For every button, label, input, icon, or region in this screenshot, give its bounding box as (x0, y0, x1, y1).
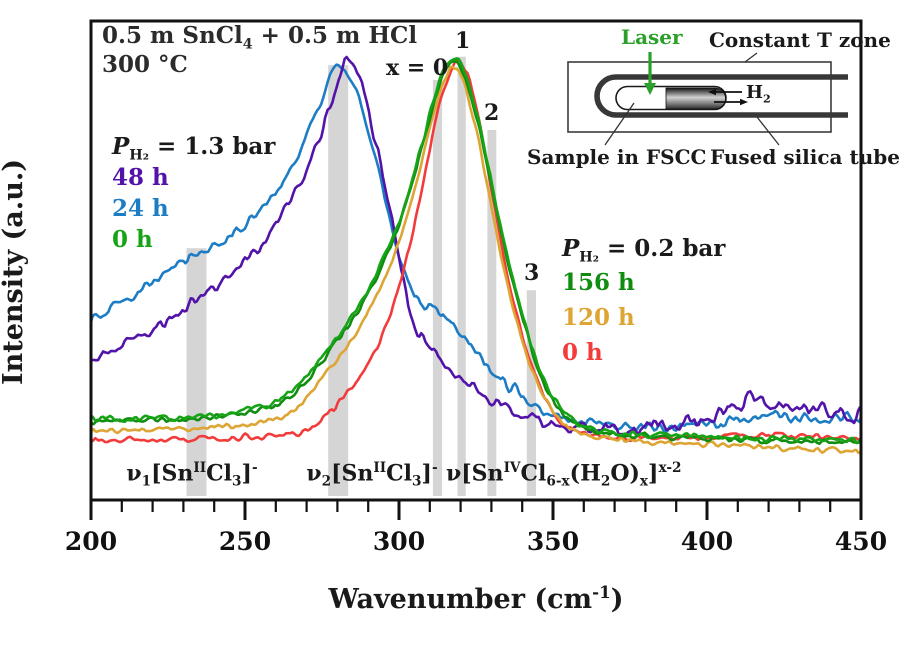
legend-item-120h: 120 h (562, 304, 635, 331)
peak-label-2: 2 (484, 100, 500, 126)
plot-border (89, 19, 863, 502)
peak-label-3: 3 (524, 260, 540, 286)
highlight-band-x2 (487, 129, 497, 496)
laser-arrowhead (644, 83, 656, 95)
spectrum-curve-24-h-1-3-bar- (92, 63, 860, 434)
legend-item-48h: 48 h (112, 164, 169, 191)
plot-frame-and-ticks (89, 19, 863, 520)
x-tick-label: 400 (680, 527, 734, 556)
fscc-apparatus-inset (567, 52, 848, 146)
sample-pointer-line (604, 102, 635, 146)
spectrum-curve-48-h-1-3-bar- (92, 55, 860, 438)
legend-0p2bar-title: PH₂ = 0.2 bar (562, 235, 726, 266)
fused-silica-tube-shape (594, 74, 848, 118)
x-tick-label: 450 (834, 527, 888, 556)
fused-silica-tube-label: Fused silica tube (710, 145, 900, 169)
legend-1p3bar-title: PH₂ = 1.3 bar (112, 133, 276, 164)
highlight-bands (186, 56, 536, 496)
assignment-nu2: ν2[SnIICl3]- (306, 460, 438, 490)
constant-t-zone-label: Constant T zone (709, 28, 891, 52)
y-axis-label: Intensity (a.u.) (0, 158, 29, 386)
tube-pointer-line (756, 116, 780, 146)
highlight-band-x0 (432, 80, 443, 496)
h2-out-arrowhead (708, 88, 716, 96)
legend-item-24h: 24 h (112, 195, 169, 222)
spectra-curves (92, 55, 860, 455)
x-tick-label: 300 (372, 527, 426, 556)
highlight-band-nu1-SnIICl3 (186, 248, 207, 496)
highlight-band-nu2-SnIICl3 (328, 65, 349, 496)
spectrum-curve-0-h-1-3-bar- (92, 57, 860, 445)
legend-item-156h: 156 h (562, 269, 635, 296)
condition-title-line2: 300 °C (102, 51, 188, 78)
highlight-band-x1 (457, 56, 466, 496)
legend-item-0h-0p2bar: 0 h (562, 339, 603, 366)
laser-label: Laser (621, 25, 683, 49)
spectrum-curve-120-h-0-2-bar- (92, 65, 860, 455)
spectrum-curve-0-h-0-2-bar- (92, 58, 860, 444)
assignment-nu-sniv: ν[SnIVCl6-x(H2O)x]x-2 (446, 460, 682, 490)
condition-title-line1: 0.5 m SnCl4 + 0.5 m HCl (102, 22, 418, 53)
highlight-band-x3 (526, 290, 536, 496)
x-tick-label: 250 (218, 527, 272, 556)
peak-label-x0: x = 0 (386, 55, 449, 81)
x-axis-label: Wavenumber (cm-1) (328, 582, 624, 615)
x-tick-label: 200 (64, 527, 118, 556)
sample-in-fscc-label: Sample in FSCC (527, 145, 707, 169)
assignment-nu1: ν1[SnIICl3]- (126, 460, 258, 490)
zone-pointer-line (744, 52, 758, 63)
piston-shape (665, 87, 726, 110)
h2-in-arrowhead (740, 98, 748, 106)
peak-label-1: 1 (455, 28, 471, 54)
h2-label: H2 (746, 82, 771, 106)
x-tick-label: 350 (526, 527, 580, 556)
legend-item-0h-1p3bar: 0 h (112, 226, 153, 253)
